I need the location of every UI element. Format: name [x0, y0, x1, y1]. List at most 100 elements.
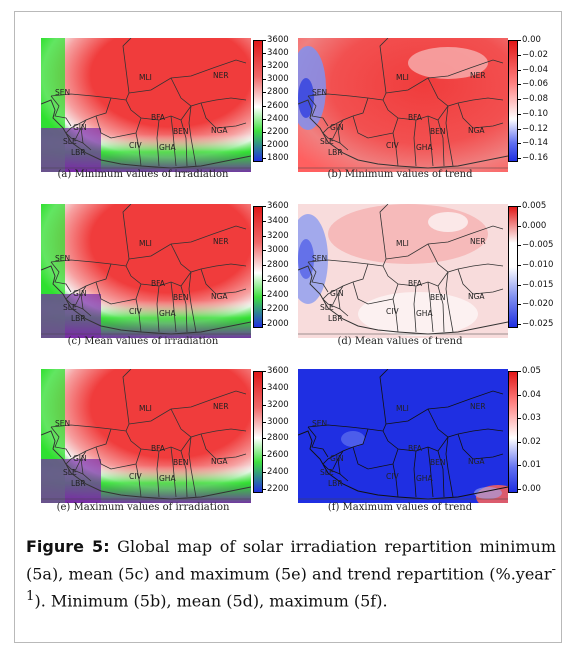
country-label-civ: CIV [129, 307, 142, 316]
colorbar-tick: 2200 [263, 126, 289, 137]
country-label-sen: SEN [312, 254, 327, 263]
country-label-nga: NGA [211, 126, 228, 135]
country-label-gha: GHA [416, 309, 433, 318]
colorbar-tick: 3400 [263, 215, 289, 226]
country-label-civ: CIV [129, 141, 142, 150]
country-label-ner: NER [470, 237, 486, 246]
colorbar-f [508, 371, 518, 493]
country-label-civ: CIV [386, 307, 399, 316]
country-label-nga: NGA [211, 457, 228, 466]
map-svg-d: MLI NER SEN BFA NGA GIN CIV GHA BEN SLE LBR [298, 204, 508, 338]
country-label-ner: NER [470, 402, 486, 411]
country-label-nga: NGA [468, 126, 485, 135]
country-label-sle: SLE [63, 303, 77, 312]
colorbar-c [253, 206, 263, 328]
map-panel-e: MLI NER SEN BFA NGA GIN CIV GHA BEN SLE LBR [41, 369, 251, 503]
colorbar-tick: 0.01 [518, 460, 541, 471]
colorbar-tick: 0.000 [517, 220, 547, 231]
panel-caption-e: (e) Maximum values of irradiation [56, 502, 230, 513]
country-label-bfa: BFA [151, 279, 166, 288]
colorbar-tick: −0.02 [517, 49, 549, 60]
panel-caption-a: (a) Minimum values of irradiation [57, 169, 229, 180]
colorbar-tick: 3000 [263, 74, 289, 85]
country-label-gin: GIN [330, 289, 344, 298]
colorbar-tick: 3600 [263, 366, 289, 376]
country-label-nga: NGA [211, 292, 228, 301]
country-label-mli: MLI [396, 404, 409, 413]
colorbar-tick: 3400 [263, 382, 289, 393]
country-label-sle: SLE [320, 137, 334, 146]
country-label-gin: GIN [73, 454, 87, 463]
colorbar-tick: −0.010 [517, 260, 554, 270]
colorbar-tick: 2400 [263, 113, 289, 124]
country-label-gin: GIN [330, 123, 344, 132]
colorbar-b [508, 40, 518, 162]
country-label-gha: GHA [159, 309, 176, 318]
colorbar-tick: 3000 [263, 416, 289, 427]
colorbar-tick: 3600 [263, 35, 289, 45]
colorbar-tick: 2000 [263, 319, 289, 329]
colorbar-ticks-e: 3600 3400 3200 3000 2800 2600 2400 2200 [263, 366, 307, 494]
colorbar-a [253, 40, 263, 162]
colorbar-tick: 2200 [263, 304, 289, 315]
country-label-ben: BEN [430, 293, 446, 302]
country-label-sen: SEN [55, 88, 70, 97]
colorbar-ticks-d: 0.005 0.000 −0.005 −0.010 −0.015 −0.020 −0.025 [517, 202, 562, 329]
figure-caption-text: Global map of solar irradiation repartit… [26, 537, 556, 584]
country-label-sle: SLE [63, 468, 77, 477]
map-svg-f: MLI NER SEN BFA NGA GIN CIV GHA BEN SLE LBR [298, 369, 508, 503]
panel-caption-c: (c) Mean values of irradiation [67, 336, 219, 347]
country-label-ner: NER [470, 71, 486, 80]
country-label-bfa: BFA [151, 113, 166, 122]
country-label-mli: MLI [396, 73, 409, 82]
country-label-ben: BEN [173, 127, 189, 136]
country-label-nga: NGA [468, 292, 485, 301]
figure-caption-text2: ). Minimum (5b), mean (5d), maximum (5f)… [34, 591, 388, 611]
country-label-gha: GHA [416, 143, 433, 152]
country-label-lbr: LBR [328, 148, 343, 157]
colorbar-e [253, 371, 263, 493]
colorbar-tick: −0.04 [517, 64, 549, 75]
country-label-lbr: LBR [71, 314, 86, 323]
country-label-civ: CIV [129, 472, 142, 481]
colorbar-tick: 2800 [263, 433, 289, 444]
colorbar-tick: 3400 [263, 48, 289, 59]
country-label-ner: NER [213, 71, 229, 80]
country-label-lbr: LBR [71, 148, 86, 157]
colorbar-tick: 2600 [263, 450, 289, 461]
country-label-sle: SLE [320, 303, 334, 312]
colorbar-tick: 2000 [263, 139, 289, 150]
country-label-sle: SLE [320, 468, 334, 477]
colorbar-tick: 3000 [263, 245, 289, 256]
colorbar-d [508, 206, 518, 328]
country-label-gin: GIN [73, 289, 87, 298]
country-label-ben: BEN [173, 293, 189, 302]
map-panel-a: MLI NER SEN BFA NGA GIN CIV GHA BEN SLE LBR [41, 38, 251, 172]
country-label-ner: NER [213, 237, 229, 246]
colorbar-tick: 0.02 [518, 436, 541, 447]
country-label-sen: SEN [312, 419, 327, 428]
country-label-lbr: LBR [328, 314, 343, 323]
figure-frame [14, 11, 562, 643]
map-svg-c: MLI NER SEN BFA NGA GIN CIV GHA BEN SLE LBR [41, 204, 251, 338]
map-panel-c: MLI NER SEN BFA NGA GIN CIV GHA BEN SLE LBR [41, 204, 251, 338]
country-label-gha: GHA [416, 474, 433, 483]
country-label-lbr: LBR [71, 479, 86, 488]
map-panel-b: MLI NER SEN BFA NGA GIN CIV GHA BEN SLE LBR [298, 38, 508, 172]
colorbar-tick: 2800 [263, 87, 289, 98]
colorbar-tick: 2400 [263, 289, 289, 300]
map-panel-d: MLI NER SEN BFA NGA GIN CIV GHA BEN SLE LBR [298, 204, 508, 338]
colorbar-tick: 2200 [263, 484, 289, 494]
colorbar-tick: −0.015 [517, 279, 554, 290]
panel-caption-d: (d) Mean values of trend [337, 336, 463, 347]
country-label-mli: MLI [139, 404, 152, 413]
colorbar-ticks-c: 3600 3400 3200 3000 2800 2600 2400 2200 2000 [263, 202, 307, 329]
figure-caption: Figure 5: Global map of solar irradiatio… [26, 535, 556, 613]
colorbar-tick: 2400 [263, 467, 289, 478]
colorbar-ticks-a: 3600 3400 3200 3000 2800 2600 2400 2200 2000 1800 [263, 35, 307, 163]
map-svg-a: MLI NER SEN BFA NGA GIN CIV GHA BEN SLE LBR [41, 38, 251, 172]
colorbar-tick: 0.05 [518, 366, 541, 376]
map-panel-f: MLI NER SEN BFA NGA GIN CIV GHA BEN SLE LBR [298, 369, 508, 503]
country-label-sen: SEN [312, 88, 327, 97]
colorbar-tick: −0.020 [517, 299, 554, 310]
